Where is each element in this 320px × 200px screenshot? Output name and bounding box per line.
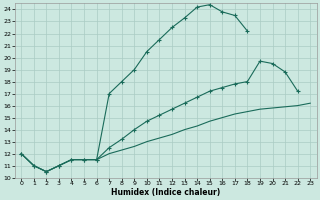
X-axis label: Humidex (Indice chaleur): Humidex (Indice chaleur)	[111, 188, 220, 197]
